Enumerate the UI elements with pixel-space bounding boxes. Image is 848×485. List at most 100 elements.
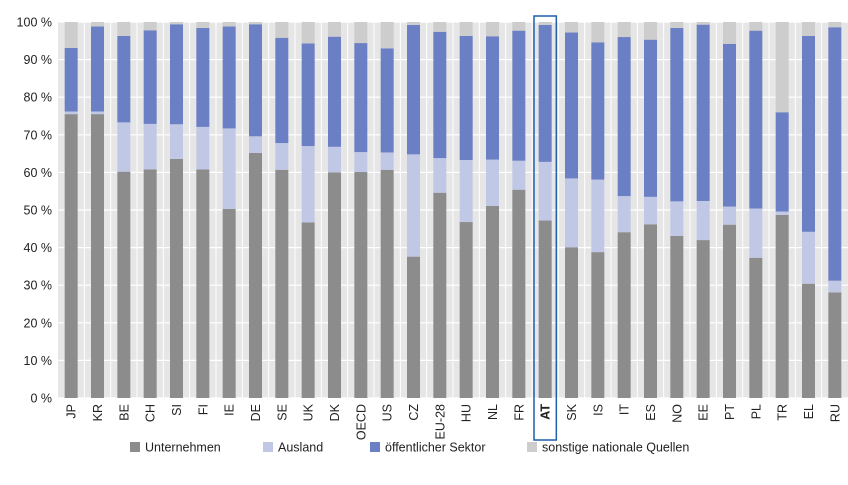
bar-segment xyxy=(301,22,315,44)
x-tick-label: NO xyxy=(670,404,684,423)
bar-segment xyxy=(222,128,236,209)
legend-label: Ausland xyxy=(278,441,323,455)
bar-segment xyxy=(538,161,552,221)
bar-segment xyxy=(644,22,657,40)
bar-segment xyxy=(117,35,131,123)
bar-segment xyxy=(196,28,210,127)
bar-segment xyxy=(802,22,815,36)
bar-segment xyxy=(249,152,262,398)
y-tick-label: 100 % xyxy=(17,16,52,30)
bar-segment xyxy=(407,22,420,26)
x-tick-label: IE xyxy=(223,404,237,416)
bar-segment xyxy=(670,201,684,236)
bar-segment xyxy=(380,169,394,398)
bar-segment xyxy=(196,126,210,170)
bar-segment xyxy=(328,172,341,398)
bar-segment xyxy=(670,22,684,29)
bar-segment xyxy=(459,159,473,223)
bar-segment xyxy=(222,22,236,27)
x-tick-label: RU xyxy=(828,404,842,422)
bar-segment xyxy=(249,24,262,137)
bar-segment xyxy=(301,146,315,223)
bar-segment xyxy=(591,179,605,253)
bar-segment xyxy=(486,36,499,160)
bar-segment xyxy=(723,206,736,225)
bar-segment xyxy=(591,42,605,180)
x-tick-label: EE xyxy=(697,404,711,421)
bar-segment xyxy=(301,222,315,398)
bar-segment xyxy=(512,160,526,190)
axis-layer: 0 % 10 % 20 % 30 % 40 % 50 % 60 % 70 % 80 % 90 % 1… xyxy=(17,16,843,441)
x-tick-label: PL xyxy=(749,404,763,419)
bar-segment xyxy=(433,158,447,193)
bar-segment xyxy=(617,37,631,197)
bar-segment xyxy=(775,211,789,215)
bar-segment xyxy=(617,232,631,398)
bar-segment xyxy=(354,22,368,44)
x-tick-label: EU-28 xyxy=(433,404,447,439)
bar-segment xyxy=(64,111,78,115)
y-tick-label: 80 % xyxy=(24,91,53,105)
bar-segment xyxy=(222,26,236,129)
bar-segment xyxy=(117,171,131,398)
y-tick-label: 70 % xyxy=(24,128,53,142)
highlight-frame xyxy=(533,15,558,441)
x-tick-label: FI xyxy=(196,404,210,415)
bar-segment xyxy=(91,22,104,27)
bar-segment xyxy=(696,24,710,201)
bar-segment xyxy=(91,111,104,115)
bar-segment xyxy=(802,231,815,284)
bar-segment xyxy=(459,35,473,160)
bar-segment xyxy=(802,283,815,398)
bar-segment xyxy=(275,169,289,398)
x-tick-label: AT xyxy=(539,404,553,420)
bar-segment xyxy=(749,22,763,31)
legend-label: sonstige nationale Quellen xyxy=(542,441,689,455)
bar-segment xyxy=(828,280,842,293)
bar-segment xyxy=(617,22,631,38)
legend: Unternehmen Ausland öffentlicher Sektor son… xyxy=(130,441,689,455)
bar-segment xyxy=(222,208,236,398)
y-tick-label: 40 % xyxy=(24,241,53,255)
bars-layer xyxy=(64,15,842,441)
y-tick-label: 90 % xyxy=(24,53,53,67)
x-tick-label: SI xyxy=(170,404,184,416)
bar-segment xyxy=(354,43,368,153)
bar-segment xyxy=(644,224,657,398)
bar-segment xyxy=(380,48,394,153)
y-tick-label: 10 % xyxy=(24,354,53,368)
x-tick-label: DE xyxy=(249,404,263,421)
bar-segment xyxy=(512,189,526,398)
bar-segment xyxy=(249,136,262,153)
bar-segment xyxy=(143,123,157,170)
bar-segment xyxy=(828,22,842,28)
bar-segment xyxy=(775,214,789,398)
bar-segment xyxy=(670,28,684,202)
y-tick-label: 0 % xyxy=(30,392,52,406)
bar-segment xyxy=(407,25,420,155)
bar-segment xyxy=(170,24,183,125)
bar-segment xyxy=(775,112,789,212)
x-tick-label: JP xyxy=(65,404,79,419)
bar-segment xyxy=(328,36,341,147)
legend-label: öffentlicher Sektor xyxy=(385,441,486,455)
bar-segment xyxy=(433,192,447,398)
bar-segment xyxy=(64,47,78,112)
x-tick-label: SK xyxy=(565,403,579,420)
bar-segment xyxy=(749,30,763,209)
bar-segment xyxy=(512,30,526,161)
bar-segment xyxy=(749,257,763,398)
bar-segment xyxy=(170,158,183,398)
bar-segment xyxy=(143,30,157,124)
bar-segment xyxy=(459,222,473,398)
bar-segment xyxy=(696,200,710,241)
x-tick-label: US xyxy=(381,404,395,421)
bar-segment xyxy=(644,196,657,225)
bar-segment xyxy=(617,196,631,233)
x-tick-label: EL xyxy=(802,404,816,419)
legend-swatch xyxy=(263,442,273,452)
bar-segment xyxy=(591,22,605,43)
bar-segment xyxy=(275,37,289,144)
